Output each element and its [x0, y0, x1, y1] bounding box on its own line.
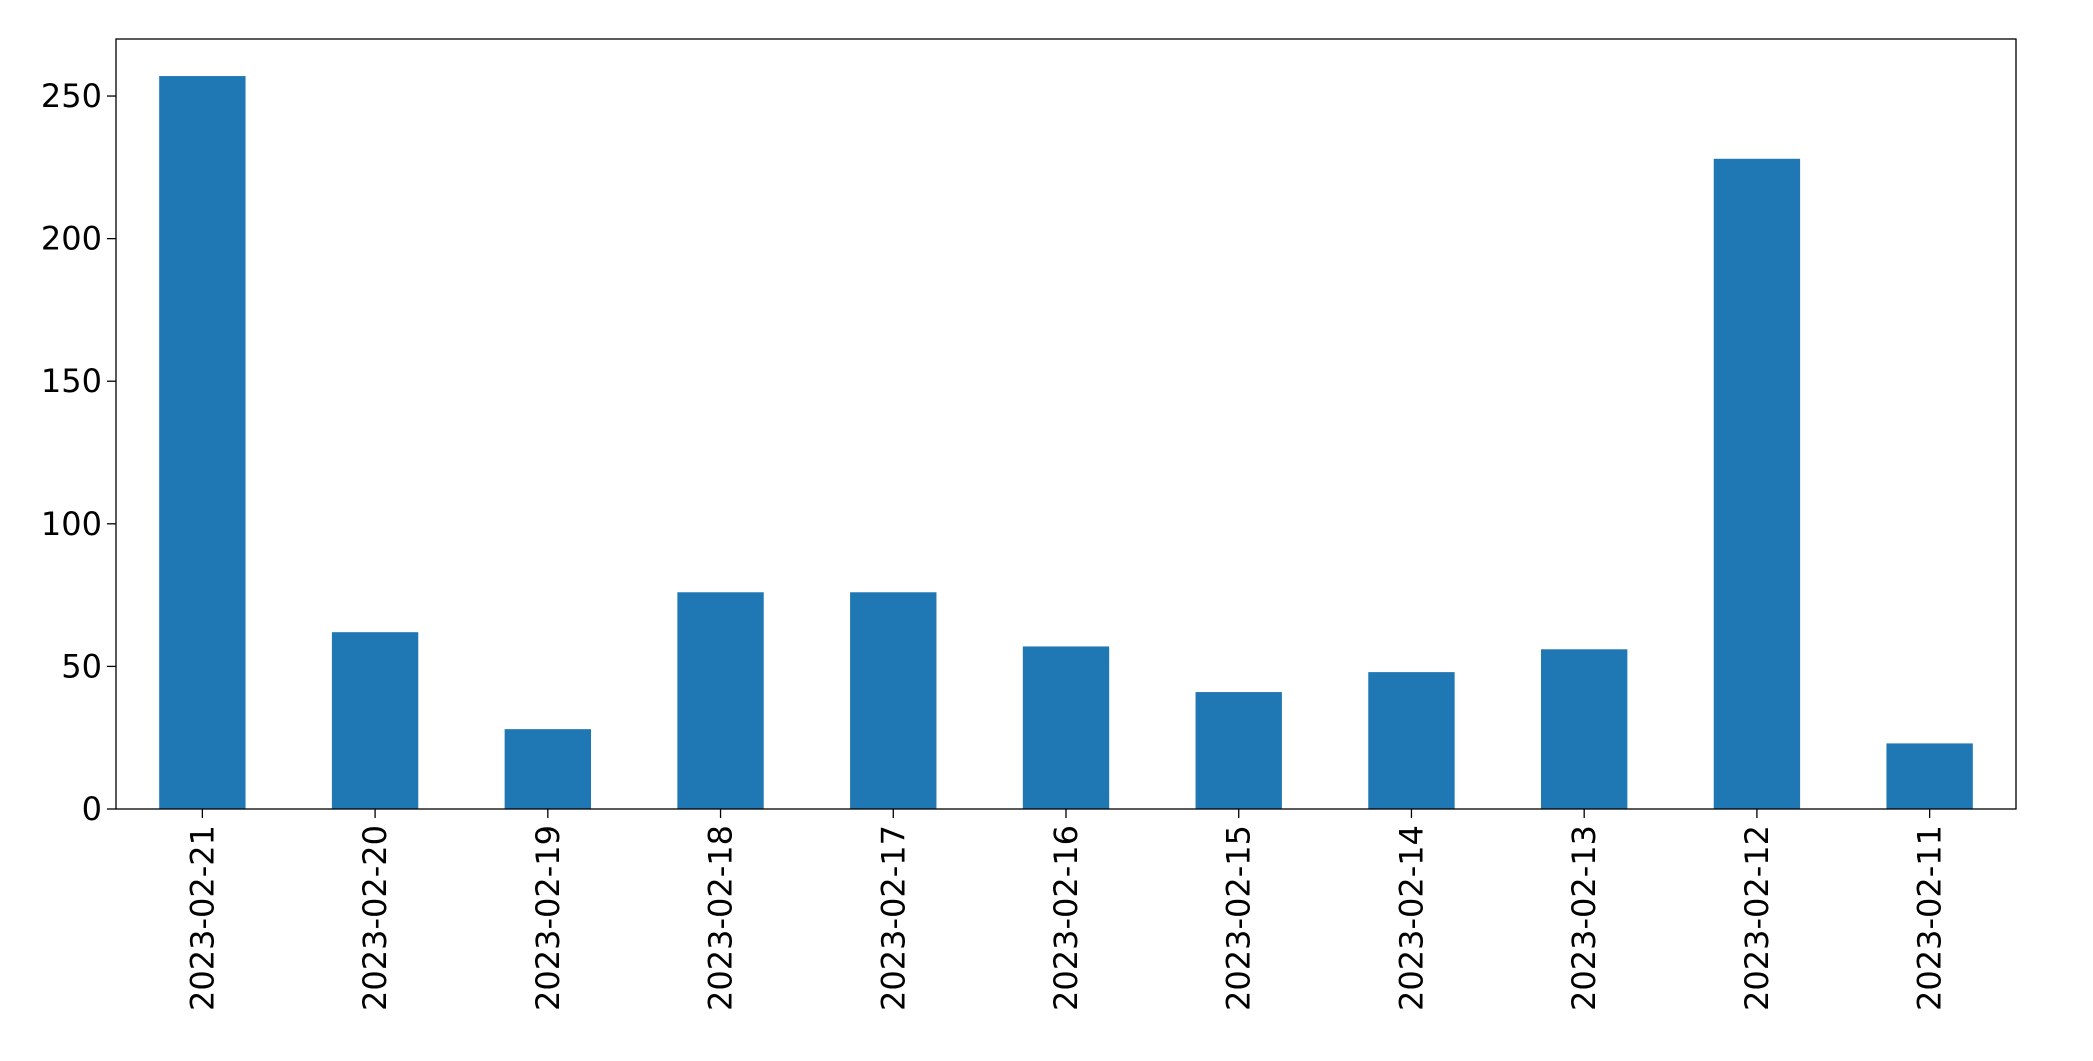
y-tick-label: 200 [41, 220, 102, 258]
x-tick-label: 2023-02-15 [1220, 825, 1258, 1011]
bar [159, 76, 246, 809]
x-tick-label: 2023-02-20 [356, 825, 394, 1011]
y-tick-label: 0 [82, 790, 102, 828]
x-tick-label: 2023-02-12 [1738, 825, 1776, 1011]
x-tick-label: 2023-02-14 [1392, 825, 1430, 1011]
x-tick-label: 2023-02-17 [874, 825, 912, 1011]
x-tick-label: 2023-02-19 [529, 825, 567, 1011]
bar [1886, 743, 1973, 809]
bar [1195, 692, 1282, 809]
x-tick-label: 2023-02-21 [183, 825, 221, 1011]
y-tick-label: 100 [41, 505, 102, 543]
y-tick-label: 150 [41, 362, 102, 400]
y-tick-label: 250 [41, 77, 102, 115]
x-tick-label: 2023-02-18 [702, 825, 740, 1011]
y-tick-label: 50 [61, 647, 102, 685]
bar [1022, 646, 1110, 809]
bar [1368, 672, 1455, 809]
x-tick-label: 2023-02-13 [1565, 825, 1603, 1011]
bar [1713, 158, 1801, 809]
x-tick-label: 2023-02-11 [1911, 825, 1949, 1011]
bar [331, 632, 419, 809]
bar [504, 729, 591, 809]
bar [677, 592, 764, 809]
bar [850, 592, 937, 809]
bar [1541, 649, 1628, 809]
x-tick-label: 2023-02-16 [1047, 825, 1085, 1011]
